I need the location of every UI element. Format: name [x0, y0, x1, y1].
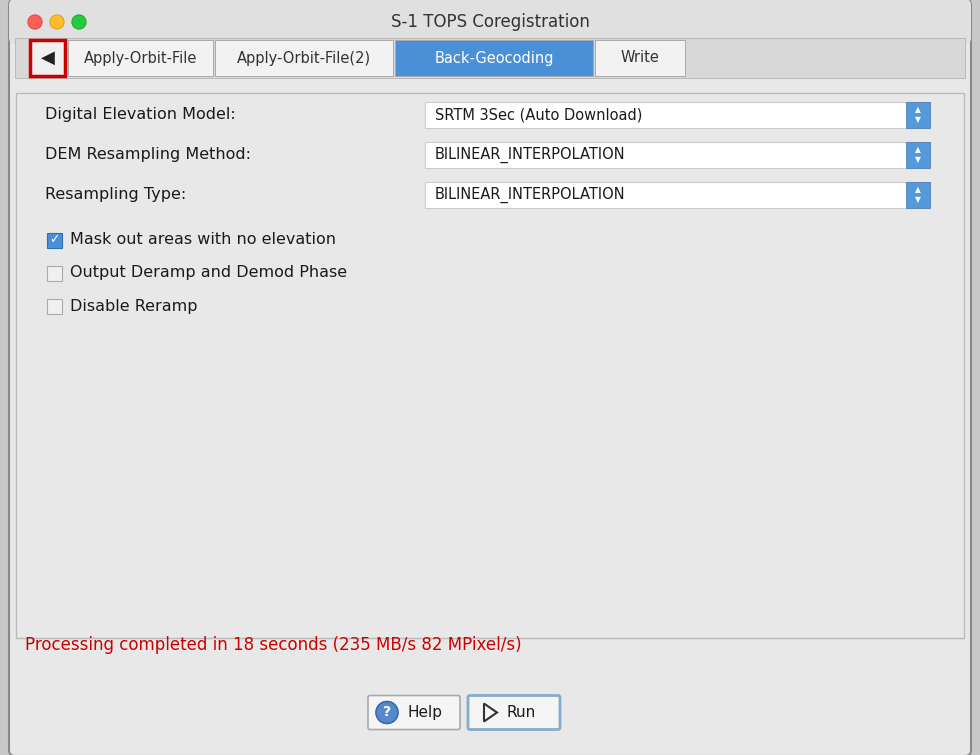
- Text: ▼: ▼: [915, 116, 921, 125]
- Text: SRTM 3Sec (Auto Download): SRTM 3Sec (Auto Download): [435, 107, 642, 122]
- Text: Output Deramp and Demod Phase: Output Deramp and Demod Phase: [70, 266, 347, 281]
- Text: BILINEAR_INTERPOLATION: BILINEAR_INTERPOLATION: [435, 147, 625, 163]
- Text: Resampling Type:: Resampling Type:: [45, 187, 186, 202]
- FancyBboxPatch shape: [47, 233, 62, 248]
- FancyBboxPatch shape: [215, 40, 393, 76]
- Text: ✓: ✓: [49, 233, 60, 246]
- FancyBboxPatch shape: [395, 40, 593, 76]
- FancyBboxPatch shape: [68, 40, 213, 76]
- FancyBboxPatch shape: [9, 0, 971, 44]
- Text: ▼: ▼: [915, 196, 921, 205]
- FancyBboxPatch shape: [14, 4, 972, 755]
- FancyBboxPatch shape: [30, 40, 65, 76]
- FancyBboxPatch shape: [16, 93, 964, 638]
- Circle shape: [28, 15, 42, 29]
- FancyBboxPatch shape: [906, 102, 930, 128]
- FancyBboxPatch shape: [9, 0, 971, 755]
- Text: ▼: ▼: [915, 156, 921, 165]
- Text: Disable Reramp: Disable Reramp: [70, 298, 198, 313]
- FancyBboxPatch shape: [595, 40, 685, 76]
- FancyBboxPatch shape: [468, 695, 560, 729]
- FancyBboxPatch shape: [15, 685, 965, 740]
- Text: ◀: ◀: [40, 49, 55, 67]
- FancyBboxPatch shape: [425, 182, 930, 208]
- Text: S-1 TOPS Coregistration: S-1 TOPS Coregistration: [391, 13, 589, 31]
- Text: Run: Run: [506, 705, 535, 720]
- Text: Apply-Orbit-File(2): Apply-Orbit-File(2): [237, 51, 371, 66]
- FancyBboxPatch shape: [15, 38, 965, 78]
- FancyBboxPatch shape: [47, 266, 62, 281]
- FancyBboxPatch shape: [906, 182, 930, 208]
- Text: Write: Write: [620, 51, 660, 66]
- FancyBboxPatch shape: [425, 102, 930, 128]
- FancyBboxPatch shape: [368, 695, 460, 729]
- Text: Back-Geocoding: Back-Geocoding: [434, 51, 554, 66]
- Text: Processing completed in 18 seconds (235 MB/s 82 MPixel/s): Processing completed in 18 seconds (235 …: [25, 636, 521, 654]
- Text: Apply-Orbit-File: Apply-Orbit-File: [84, 51, 197, 66]
- Text: Digital Elevation Model:: Digital Elevation Model:: [45, 107, 236, 122]
- Circle shape: [50, 15, 64, 29]
- Text: ▲: ▲: [915, 146, 921, 155]
- Text: Help: Help: [407, 705, 442, 720]
- Text: DEM Resampling Method:: DEM Resampling Method:: [45, 147, 251, 162]
- Circle shape: [72, 15, 86, 29]
- FancyBboxPatch shape: [15, 28, 965, 40]
- Circle shape: [376, 701, 398, 723]
- Text: Mask out areas with no elevation: Mask out areas with no elevation: [70, 233, 336, 248]
- FancyBboxPatch shape: [425, 142, 930, 168]
- Text: ?: ?: [383, 705, 391, 720]
- FancyBboxPatch shape: [47, 298, 62, 313]
- Text: BILINEAR_INTERPOLATION: BILINEAR_INTERPOLATION: [435, 187, 625, 203]
- FancyBboxPatch shape: [906, 142, 930, 168]
- Text: ▲: ▲: [915, 106, 921, 115]
- Text: ▲: ▲: [915, 186, 921, 195]
